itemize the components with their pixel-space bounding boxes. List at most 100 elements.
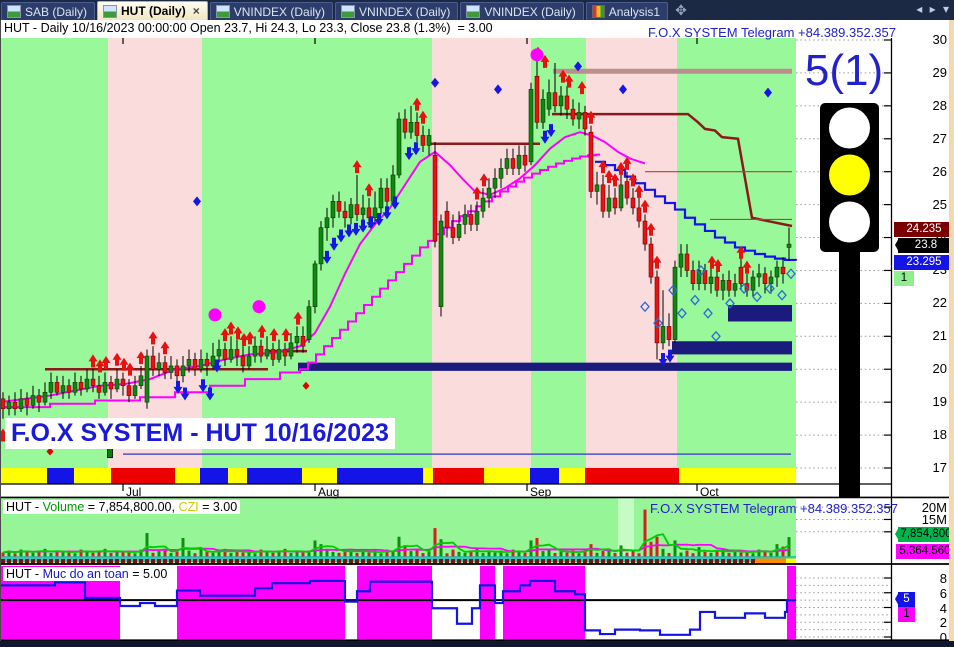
- tab-label: VNINDEX (Daily): [233, 4, 326, 19]
- candle: [450, 227, 456, 238]
- title-segment: Volume: [42, 500, 85, 514]
- title-segment: = 7,854,800.00,: [84, 500, 179, 514]
- candle: [756, 273, 762, 278]
- candlesticks: [0, 59, 792, 419]
- price-tag: 24.235: [894, 222, 954, 237]
- traffic-light: [820, 103, 879, 497]
- candle: [660, 326, 666, 344]
- safety-tag: 1: [898, 607, 915, 622]
- window-border: [0, 20, 1, 641]
- tab-menu-icon[interactable]: ▾: [942, 2, 951, 16]
- close-icon[interactable]: ×: [192, 4, 200, 18]
- chart-watermark: F.O.X SYSTEM - HUT 10/16/2023: [5, 418, 395, 449]
- support-zones: [298, 305, 792, 371]
- candle: [150, 355, 156, 370]
- chart-icon: [103, 4, 118, 18]
- tab-sab-daily[interactable]: SAB (Daily): [1, 2, 96, 20]
- candle: [672, 266, 678, 340]
- price-axis-label: 21: [932, 328, 947, 344]
- candle: [42, 391, 48, 403]
- candle: [534, 75, 540, 123]
- tab-vnindex-daily-1[interactable]: VNINDEX (Daily): [209, 2, 334, 20]
- price-axis-label: 19: [932, 394, 947, 410]
- title-segment: HUT -: [6, 500, 43, 514]
- candle: [636, 207, 642, 222]
- tab-hut-daily[interactable]: HUT (Daily) ×: [97, 1, 208, 20]
- candle: [486, 187, 492, 199]
- candle: [318, 227, 324, 265]
- candle: [414, 122, 420, 136]
- title-segment: CZI: [178, 500, 199, 514]
- candle: [294, 336, 300, 344]
- title-segment: HUT -: [6, 567, 43, 581]
- pan-tool-icon[interactable]: ✥: [675, 2, 687, 18]
- tab-vnindex-daily-2[interactable]: VNINDEX (Daily): [335, 2, 459, 20]
- candle: [78, 382, 84, 390]
- candle: [252, 345, 258, 357]
- scroll-left-icon[interactable]: ◂: [916, 2, 925, 16]
- candle: [12, 401, 18, 410]
- volume-axis-label: 15M: [921, 512, 947, 528]
- candle: [270, 349, 276, 360]
- candle: [348, 204, 354, 219]
- chart-icon: [7, 5, 21, 18]
- candle: [108, 382, 114, 390]
- candle: [138, 375, 144, 386]
- price-axis-label: 28: [932, 97, 947, 113]
- candle: [432, 154, 438, 242]
- candle: [198, 359, 204, 370]
- candle: [216, 349, 222, 357]
- safety-axis-label: 6: [939, 585, 947, 601]
- tab-analysis1[interactable]: Analysis1: [585, 2, 669, 20]
- safety-axis-label: 8: [939, 571, 947, 586]
- candle: [324, 217, 330, 228]
- candle: [462, 214, 468, 225]
- candle: [768, 276, 774, 284]
- candle: [96, 385, 102, 393]
- candle: [606, 197, 612, 212]
- candle: [456, 224, 462, 238]
- price-tag: 23.295: [894, 255, 954, 270]
- chart-icon: [215, 5, 230, 18]
- scroll-right-icon[interactable]: ▸: [929, 2, 938, 16]
- candle: [72, 382, 78, 393]
- candle: [354, 204, 360, 215]
- candle: [330, 201, 336, 219]
- tab-scroll-controls: ◂ ▸ ▾: [916, 2, 951, 16]
- candle: [648, 243, 654, 278]
- candle: [0, 398, 6, 410]
- candle: [408, 122, 414, 133]
- tab-label: VNINDEX (Daily): [359, 4, 451, 19]
- candle: [126, 385, 132, 396]
- candle: [264, 349, 270, 357]
- volume-tag: 7,854,800: [895, 527, 954, 542]
- safety-axis-label: 0: [939, 630, 947, 645]
- candle: [630, 197, 636, 209]
- candle: [144, 355, 150, 403]
- candle: [786, 243, 792, 248]
- candle: [516, 154, 522, 169]
- candle: [666, 326, 672, 340]
- candle: [762, 273, 768, 284]
- candle: [780, 266, 786, 275]
- tab-label: VNINDEX (Daily): [484, 4, 576, 19]
- candle: [18, 398, 24, 410]
- candle: [132, 385, 138, 396]
- candle: [234, 349, 240, 357]
- candle: [552, 92, 558, 107]
- title-segment: = 5.00: [128, 567, 168, 581]
- candle: [66, 385, 72, 393]
- candle: [396, 118, 402, 176]
- candle: [738, 266, 744, 284]
- candle: [504, 158, 510, 169]
- candle: [192, 359, 198, 370]
- tab-label: SAB (Daily): [25, 4, 88, 19]
- candle: [510, 158, 516, 169]
- candle: [168, 365, 174, 373]
- candle: [174, 365, 180, 377]
- candle: [528, 89, 534, 163]
- candle: [240, 355, 246, 367]
- tab-vnindex-daily-3[interactable]: VNINDEX (Daily): [460, 2, 584, 20]
- candle: [360, 207, 366, 215]
